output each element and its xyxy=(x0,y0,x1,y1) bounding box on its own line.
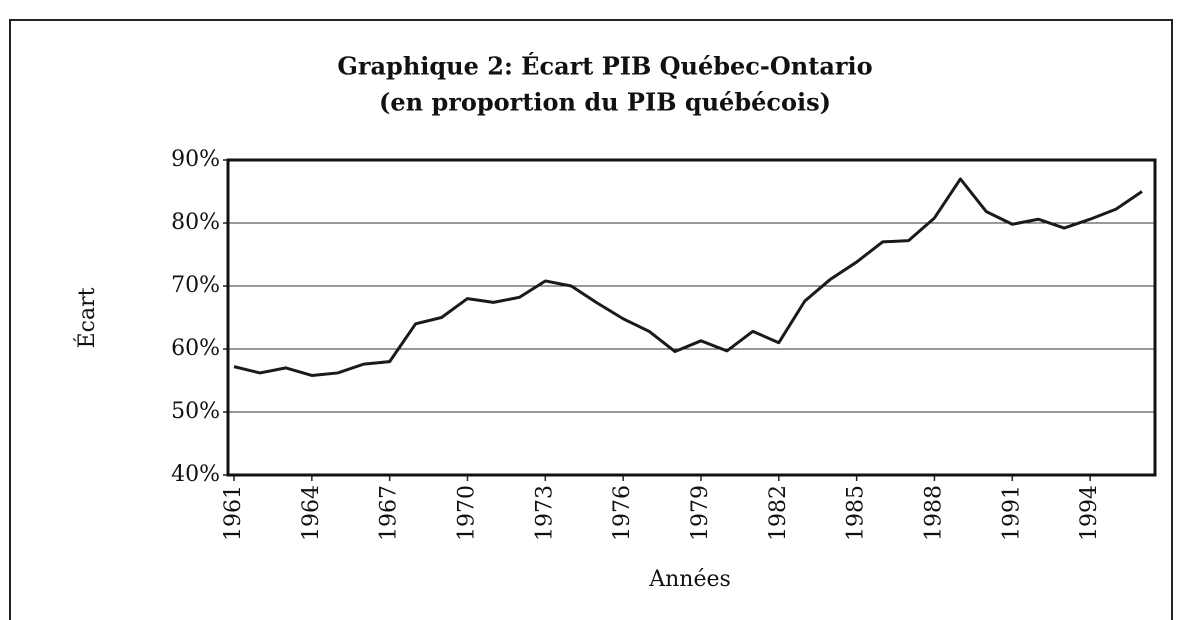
x-tick-label: 1967 xyxy=(377,485,402,541)
x-tick-label: 1985 xyxy=(844,485,869,541)
y-tick-label: 60% xyxy=(171,336,220,361)
chart-title: Graphique 2: Écart PIB Québec-Ontario xyxy=(337,52,872,81)
x-tick-label: 1964 xyxy=(299,485,324,541)
x-tick-label: 1970 xyxy=(454,485,479,541)
plot-frame xyxy=(226,158,1157,477)
x-tick-label: 1994 xyxy=(1077,485,1102,541)
y-tick-label: 80% xyxy=(171,210,220,235)
x-tick-label: 1961 xyxy=(221,485,246,541)
x-axis-label: Années xyxy=(648,567,731,592)
x-tick-label: 1976 xyxy=(610,485,635,541)
chart-subtitle: (en proportion du PIB québécois) xyxy=(379,88,831,117)
frame xyxy=(9,19,1173,620)
x-tick-label: 1979 xyxy=(688,485,713,541)
x-tick-label: 1982 xyxy=(766,485,791,541)
x-tick-label: 1991 xyxy=(999,485,1024,541)
y-tick-label: 70% xyxy=(171,273,220,298)
y-tick-label: 50% xyxy=(171,399,220,424)
y-axis-label: Écart xyxy=(73,287,100,348)
y-tick-label: 90% xyxy=(171,147,220,172)
data-line xyxy=(233,177,1143,377)
x-tick-label: 1973 xyxy=(532,485,557,541)
y-tick-label: 40% xyxy=(171,462,220,487)
x-tick-label: 1988 xyxy=(921,485,946,541)
